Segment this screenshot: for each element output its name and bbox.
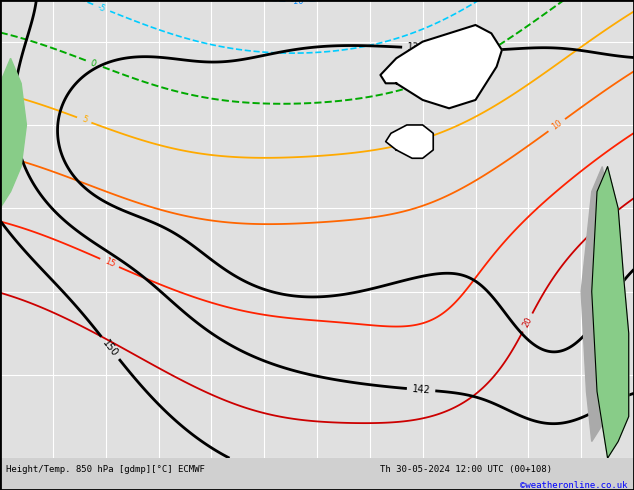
Text: 0: 0: [89, 58, 97, 68]
Text: 150: 150: [101, 338, 120, 358]
Text: ©weatheronline.co.uk: ©weatheronline.co.uk: [520, 481, 628, 490]
Text: 15: 15: [103, 257, 116, 269]
Text: 142: 142: [411, 384, 430, 395]
Text: Th 30-05-2024 12:00 UTC (00+108): Th 30-05-2024 12:00 UTC (00+108): [380, 465, 552, 474]
Polygon shape: [385, 125, 433, 158]
Text: Height/Temp. 850 hPa [gdmp][°C] ECMWF: Height/Temp. 850 hPa [gdmp][°C] ECMWF: [6, 465, 205, 474]
Text: 20: 20: [521, 316, 534, 329]
Text: 5: 5: [80, 115, 88, 125]
Polygon shape: [380, 25, 502, 108]
Polygon shape: [0, 58, 27, 208]
Text: -10: -10: [290, 0, 304, 6]
Text: 10: 10: [550, 119, 564, 132]
Text: 134: 134: [407, 43, 426, 53]
Text: -5: -5: [96, 2, 107, 14]
Polygon shape: [592, 167, 629, 458]
Polygon shape: [581, 167, 618, 441]
